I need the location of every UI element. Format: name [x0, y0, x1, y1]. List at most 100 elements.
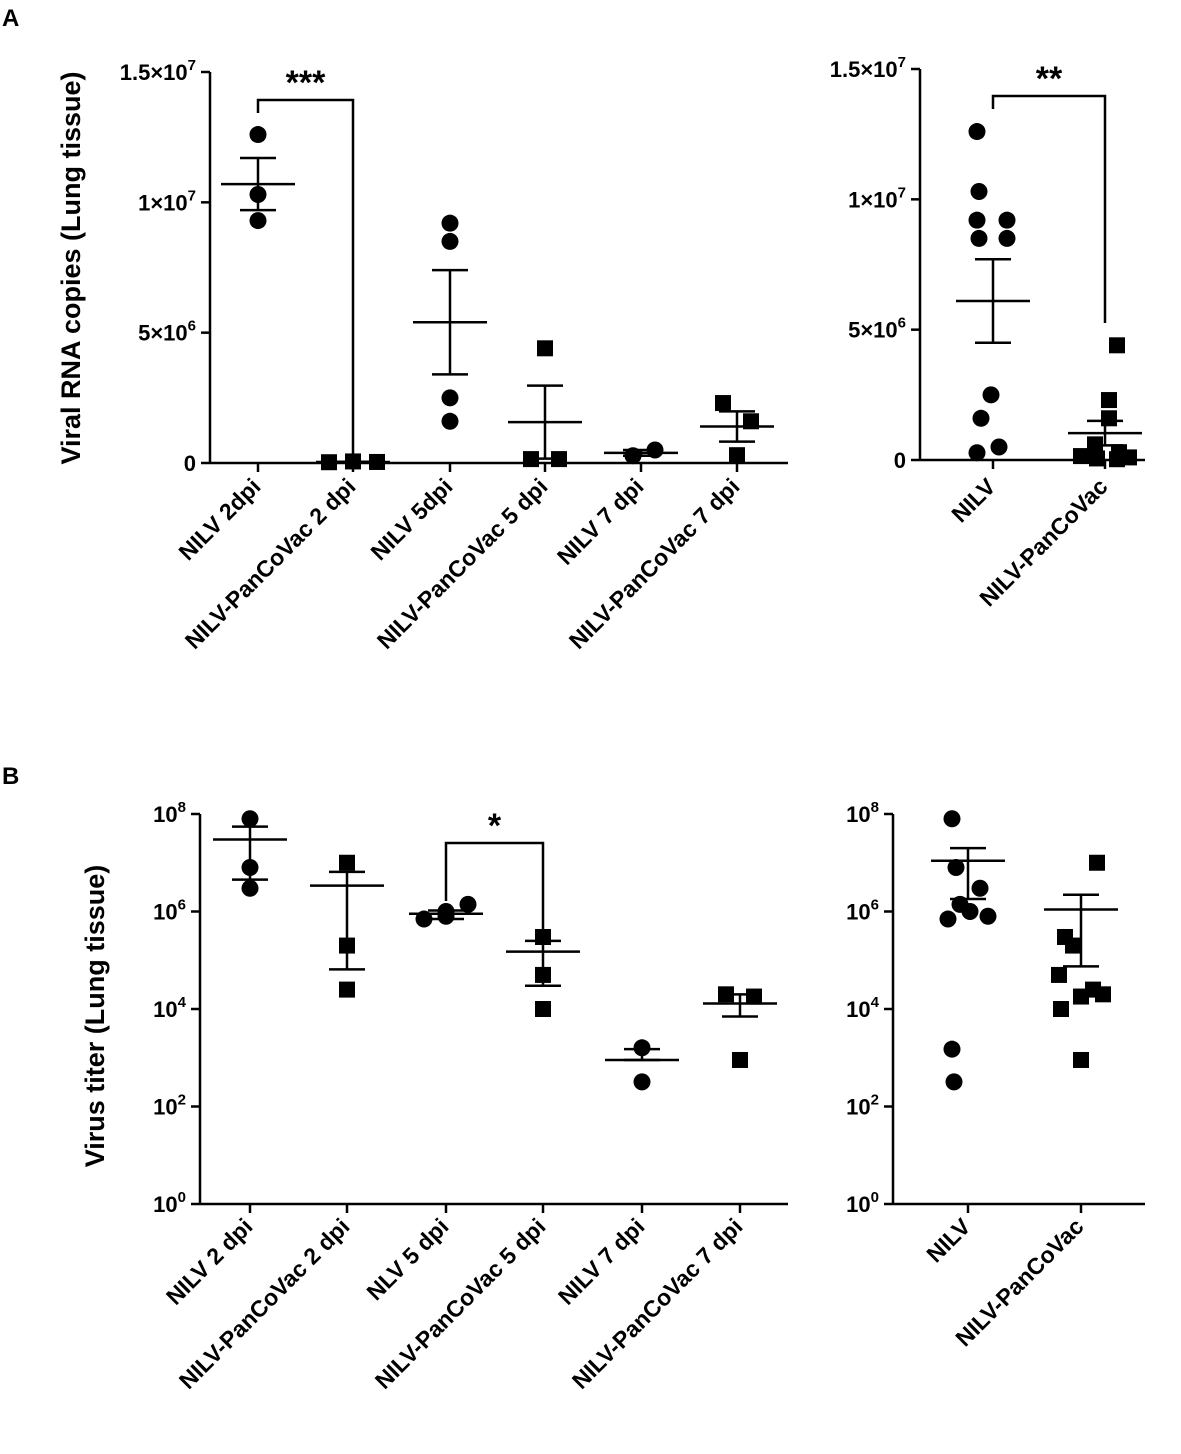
y-axis-label-b: Virus titer (Lung tissue)	[80, 865, 110, 1168]
data-point-square	[1051, 966, 1067, 983]
data-point-circle	[990, 438, 1008, 456]
data-point-circle	[968, 444, 986, 462]
data-point-square	[1095, 986, 1111, 1003]
y-tick-exponent: 6	[188, 318, 196, 335]
y-tick-exponent: 7	[188, 187, 196, 204]
x-tick-label: NILV-PanCoVac 5 dpi	[372, 473, 553, 654]
data-point-square	[537, 340, 553, 357]
x-tick-label: NILV	[921, 1213, 976, 1268]
y-tick-label: 5×106	[848, 315, 906, 343]
data-point-square	[715, 395, 731, 412]
data-point-square	[535, 1001, 551, 1017]
x-tick-label: NLV 5 dpi	[361, 1213, 453, 1305]
data-point-square	[339, 854, 355, 871]
y-tick-label: 1×107	[138, 187, 196, 215]
data-point-square	[732, 1051, 748, 1068]
data-point-circle	[441, 232, 459, 250]
y-tick-label: 108	[846, 799, 879, 827]
y-tick-exponent: 8	[871, 799, 879, 816]
y-tick-exponent: 6	[178, 897, 186, 914]
significance-label: **	[1036, 60, 1063, 98]
data-point-circle	[970, 229, 988, 247]
x-tick-label: NILV-PanCoVac 5 dpi	[370, 1213, 551, 1394]
x-tick-label: NILV 5dpi	[365, 473, 457, 565]
y-tick-exponent: 7	[898, 54, 906, 71]
data-point-circle	[459, 895, 477, 913]
significance-bracket	[991, 94, 1107, 323]
y-tick-exponent: 0	[178, 1189, 186, 1206]
data-point-square	[1073, 448, 1089, 465]
y-tick-label: 106	[846, 897, 879, 925]
y-axis-label-a: Viral RNA copies (Lung tissue)	[56, 71, 86, 464]
data-point-circle	[939, 910, 957, 928]
significance-bracket	[256, 98, 355, 455]
data-point-circle	[998, 211, 1016, 229]
data-point-circle	[970, 183, 988, 201]
y-tick-label: 1.5×107	[830, 54, 906, 82]
y-tick-exponent: 4	[871, 994, 880, 1011]
data-point-square	[1101, 410, 1117, 427]
data-point-circle	[972, 409, 990, 427]
x-tick-label: NILV-PanCoVac 2 dpi	[174, 1213, 355, 1394]
y-tick-label: 106	[153, 897, 186, 925]
y-tick-label: 1.5×107	[120, 57, 196, 85]
panel-label-a: A	[2, 5, 19, 32]
y-tick-exponent: 4	[178, 994, 187, 1011]
data-point-square	[1073, 1051, 1089, 1068]
y-tick-label: 100	[846, 1189, 879, 1217]
x-tick-label: NILV 7 dpi	[552, 473, 649, 570]
panel-a: A Viral RNA copies (Lung tissue) 0 5×106 1…	[2, 5, 1145, 654]
y-tick-exponent: 6	[898, 315, 906, 332]
y-tick-exponent: 6	[871, 897, 879, 914]
data-point-circle	[241, 810, 259, 828]
data-point-circle	[441, 412, 459, 430]
data-point-square	[1089, 854, 1105, 871]
data-point-circle	[241, 879, 259, 897]
data-point-circle	[968, 211, 986, 229]
y-tick-exponent: 0	[871, 1189, 879, 1206]
y-tick-label: 108	[153, 799, 186, 827]
y-tick-label: 1×107	[848, 184, 906, 212]
data-point-circle	[249, 212, 267, 230]
y-tick-label: 5×106	[138, 318, 196, 346]
y-tick-exponent: 7	[188, 57, 196, 74]
data-point-circle	[943, 1040, 961, 1058]
data-point-square	[1109, 337, 1125, 354]
data-point-square	[746, 988, 762, 1005]
data-point-square	[729, 447, 745, 464]
y-tick-exponent: 7	[898, 184, 906, 201]
data-point-square	[339, 981, 355, 998]
data-point-circle	[633, 1073, 651, 1091]
y-tick-exponent: 8	[178, 799, 186, 816]
data-point-circle	[441, 214, 459, 232]
x-tick-label: NILV 2 dpi	[161, 1213, 258, 1310]
significance-label: *	[488, 807, 502, 845]
y-tick-label: 104	[846, 994, 879, 1022]
x-tick-label: NILV	[946, 473, 1001, 528]
data-point-circle	[971, 879, 989, 897]
x-tick-label: NILV-PanCoVac 7 dpi	[567, 1213, 748, 1394]
data-point-circle	[633, 1039, 651, 1057]
data-point-circle	[945, 1073, 963, 1091]
data-point-circle	[249, 126, 267, 144]
significance-bracket	[444, 841, 545, 930]
y-tick-label: 100	[153, 1189, 186, 1217]
x-tick-label: NILV 7 dpi	[553, 1213, 650, 1310]
data-point-circle	[982, 386, 1000, 404]
data-point-circle	[947, 858, 965, 876]
data-point-square	[1065, 937, 1081, 954]
panel-label-b: B	[2, 763, 19, 790]
y-tick-label: 102	[153, 1092, 186, 1120]
panel-b: B Virus titer (Lung tissue) 100 102 104 106…	[2, 763, 1145, 1394]
data-point-circle	[998, 229, 1016, 247]
data-point-circle	[968, 123, 986, 141]
y-tick-label: 102	[846, 1092, 879, 1120]
data-point-circle	[943, 810, 961, 828]
data-point-circle	[979, 907, 997, 925]
y-tick-exponent: 2	[871, 1092, 879, 1109]
